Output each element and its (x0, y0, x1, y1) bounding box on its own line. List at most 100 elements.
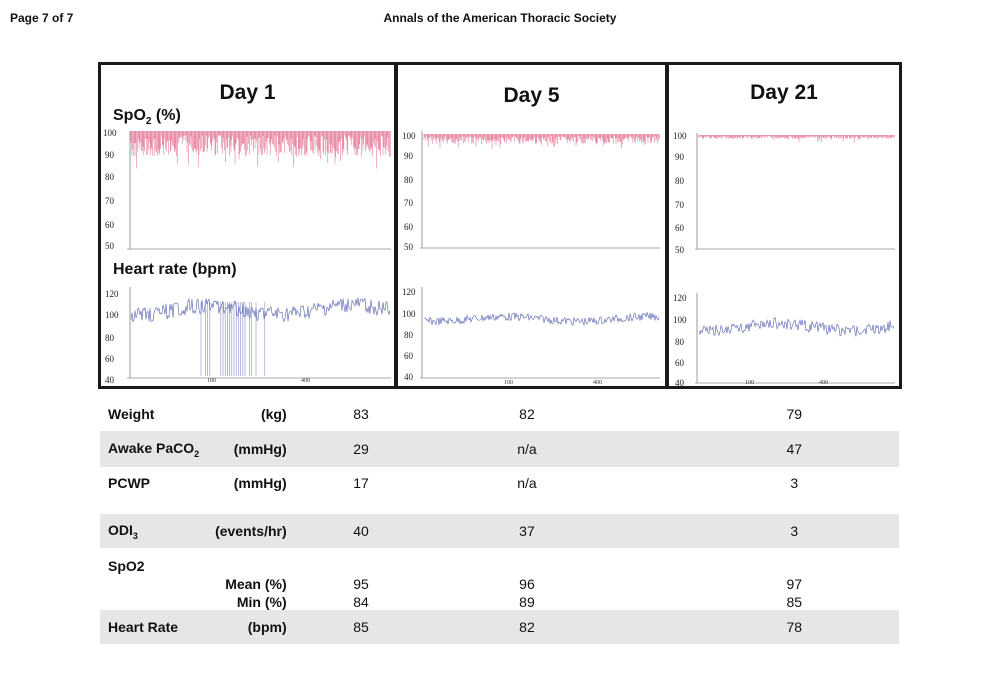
y-tick: 70 (404, 198, 413, 208)
row-label: Awake PaCO2 (100, 431, 206, 467)
value-day-5: 37 (424, 514, 630, 548)
y-tick: 40 (404, 372, 413, 382)
value-day-5: 89 (519, 593, 535, 610)
y-tick: 100 (673, 315, 687, 325)
y-tick: 80 (404, 330, 413, 340)
row-unit: Mean (%) (225, 575, 287, 592)
y-tick: 90 (404, 151, 413, 161)
heart-rate-label: Heart rate (bpm) (113, 261, 237, 278)
value-day-1: 29 (294, 431, 425, 467)
y-tick: 60 (404, 351, 413, 361)
panel-day-title: Day 1 (219, 81, 276, 104)
row-label: Weight (108, 406, 155, 422)
panel-day-title: Day 21 (750, 81, 818, 104)
hr-trace (130, 297, 391, 323)
row-unit: (mmHg) (205, 431, 295, 467)
y-tick: 120 (673, 293, 687, 303)
table-row: Min (%) 84 89 85 (100, 593, 899, 610)
table-row: PCWP (mmHg) 17 n/a 3 (100, 467, 899, 499)
y-tick: 80 (675, 176, 684, 186)
y-tick: 90 (675, 152, 684, 162)
spo2-trace (423, 134, 660, 150)
row-unit: (mmHg) (233, 475, 287, 491)
spo2-trace (698, 135, 895, 143)
y-tick: 60 (105, 220, 114, 230)
y-tick: 120 (402, 287, 416, 297)
x-tick: 100 (207, 378, 216, 384)
y-tick: 50 (105, 241, 114, 251)
journal-title: Annals of the American Thoracic Society (383, 11, 617, 25)
value-day-21: 78 (629, 610, 899, 644)
row-label: PCWP (108, 475, 150, 491)
value-day-21: 85 (786, 593, 803, 610)
y-tick: 60 (675, 223, 684, 233)
y-tick: 80 (105, 333, 114, 343)
y-tick: 40 (105, 375, 114, 385)
table-row: Weight (kg) 83 82 79 (100, 397, 899, 431)
y-tick: 70 (105, 196, 114, 206)
table-row: Awake PaCO2 (mmHg) 29 n/a 47 (100, 431, 899, 467)
hr-artifact-drops (200, 302, 266, 376)
x-tick: 400 (301, 378, 310, 384)
table-row: Mean (%) 95 96 97 (100, 574, 899, 593)
y-tick: 80 (675, 337, 684, 347)
trace-area (695, 133, 895, 384)
value-day-5: n/a (517, 475, 537, 491)
value-day-1: 85 (294, 610, 425, 644)
value-day-5: 82 (519, 406, 535, 422)
spo2-label: SpO2 (%) (113, 107, 181, 128)
y-tick: 60 (675, 358, 684, 368)
panel-day-5: Day 5 100 90 80 70 60 50 120 100 80 60 4… (395, 62, 668, 389)
value-day-21: 97 (786, 575, 803, 592)
value-day-1: 95 (353, 575, 369, 592)
row-unit: (bpm) (205, 610, 295, 644)
row-unit: (events/hr) (205, 514, 295, 548)
value-day-5: 82 (424, 610, 630, 644)
y-tick: 120 (105, 289, 119, 299)
x-tick: 100 (504, 380, 513, 386)
value-day-5: 96 (519, 575, 535, 592)
value-day-21: 3 (790, 475, 799, 491)
y-tick: 70 (675, 200, 684, 210)
y-tick: 100 (673, 131, 687, 141)
value-day-5: n/a (424, 431, 630, 467)
trace-area (420, 131, 660, 379)
value-day-1: 17 (353, 475, 369, 491)
spacer-row (100, 499, 899, 514)
page-number: Page 7 of 7 (10, 11, 74, 25)
value-day-21: 79 (786, 406, 803, 422)
value-day-1: 84 (353, 593, 369, 610)
y-tick: 50 (404, 242, 413, 252)
row-label: Heart Rate (100, 610, 206, 644)
row-label: ODI3 (100, 514, 206, 548)
y-tick: 80 (105, 172, 114, 182)
x-tick: 100 (745, 380, 754, 386)
trace-area (127, 131, 391, 379)
value-day-1: 83 (353, 406, 369, 422)
y-tick: 100 (103, 128, 117, 138)
value-day-21: 3 (629, 514, 899, 548)
hr-trace (698, 316, 895, 337)
y-tick: 90 (105, 150, 114, 160)
panel-day-21: Day 21 100 90 80 70 60 50 120 100 80 60 … (666, 62, 902, 389)
value-day-21: 47 (629, 431, 899, 467)
row-unit: (kg) (260, 406, 287, 422)
table-row: SpO2 (100, 548, 899, 574)
y-tick: 40 (675, 378, 684, 388)
y-tick: 100 (402, 131, 416, 141)
hr-trace (424, 311, 660, 327)
panel-day-1: Day 1 SpO2 (%) Heart rate (bpm) 100 90 8… (98, 62, 397, 389)
x-tick: 400 (593, 380, 602, 386)
value-day-1: 40 (294, 514, 425, 548)
y-tick: 100 (105, 310, 119, 320)
table-row: ODI3 (events/hr) 40 37 3 (100, 514, 899, 548)
x-tick: 400 (819, 380, 828, 386)
row-label: SpO2 (108, 558, 145, 574)
y-tick: 60 (404, 222, 413, 232)
y-tick: 50 (675, 245, 684, 255)
clinical-data-table: Weight (kg) 83 82 79 Awake PaCO2 (mmHg) … (100, 397, 899, 644)
spo2-trace (130, 131, 391, 169)
y-tick: 80 (404, 175, 413, 185)
y-tick: 100 (402, 309, 416, 319)
panel-day-title: Day 5 (503, 84, 560, 107)
